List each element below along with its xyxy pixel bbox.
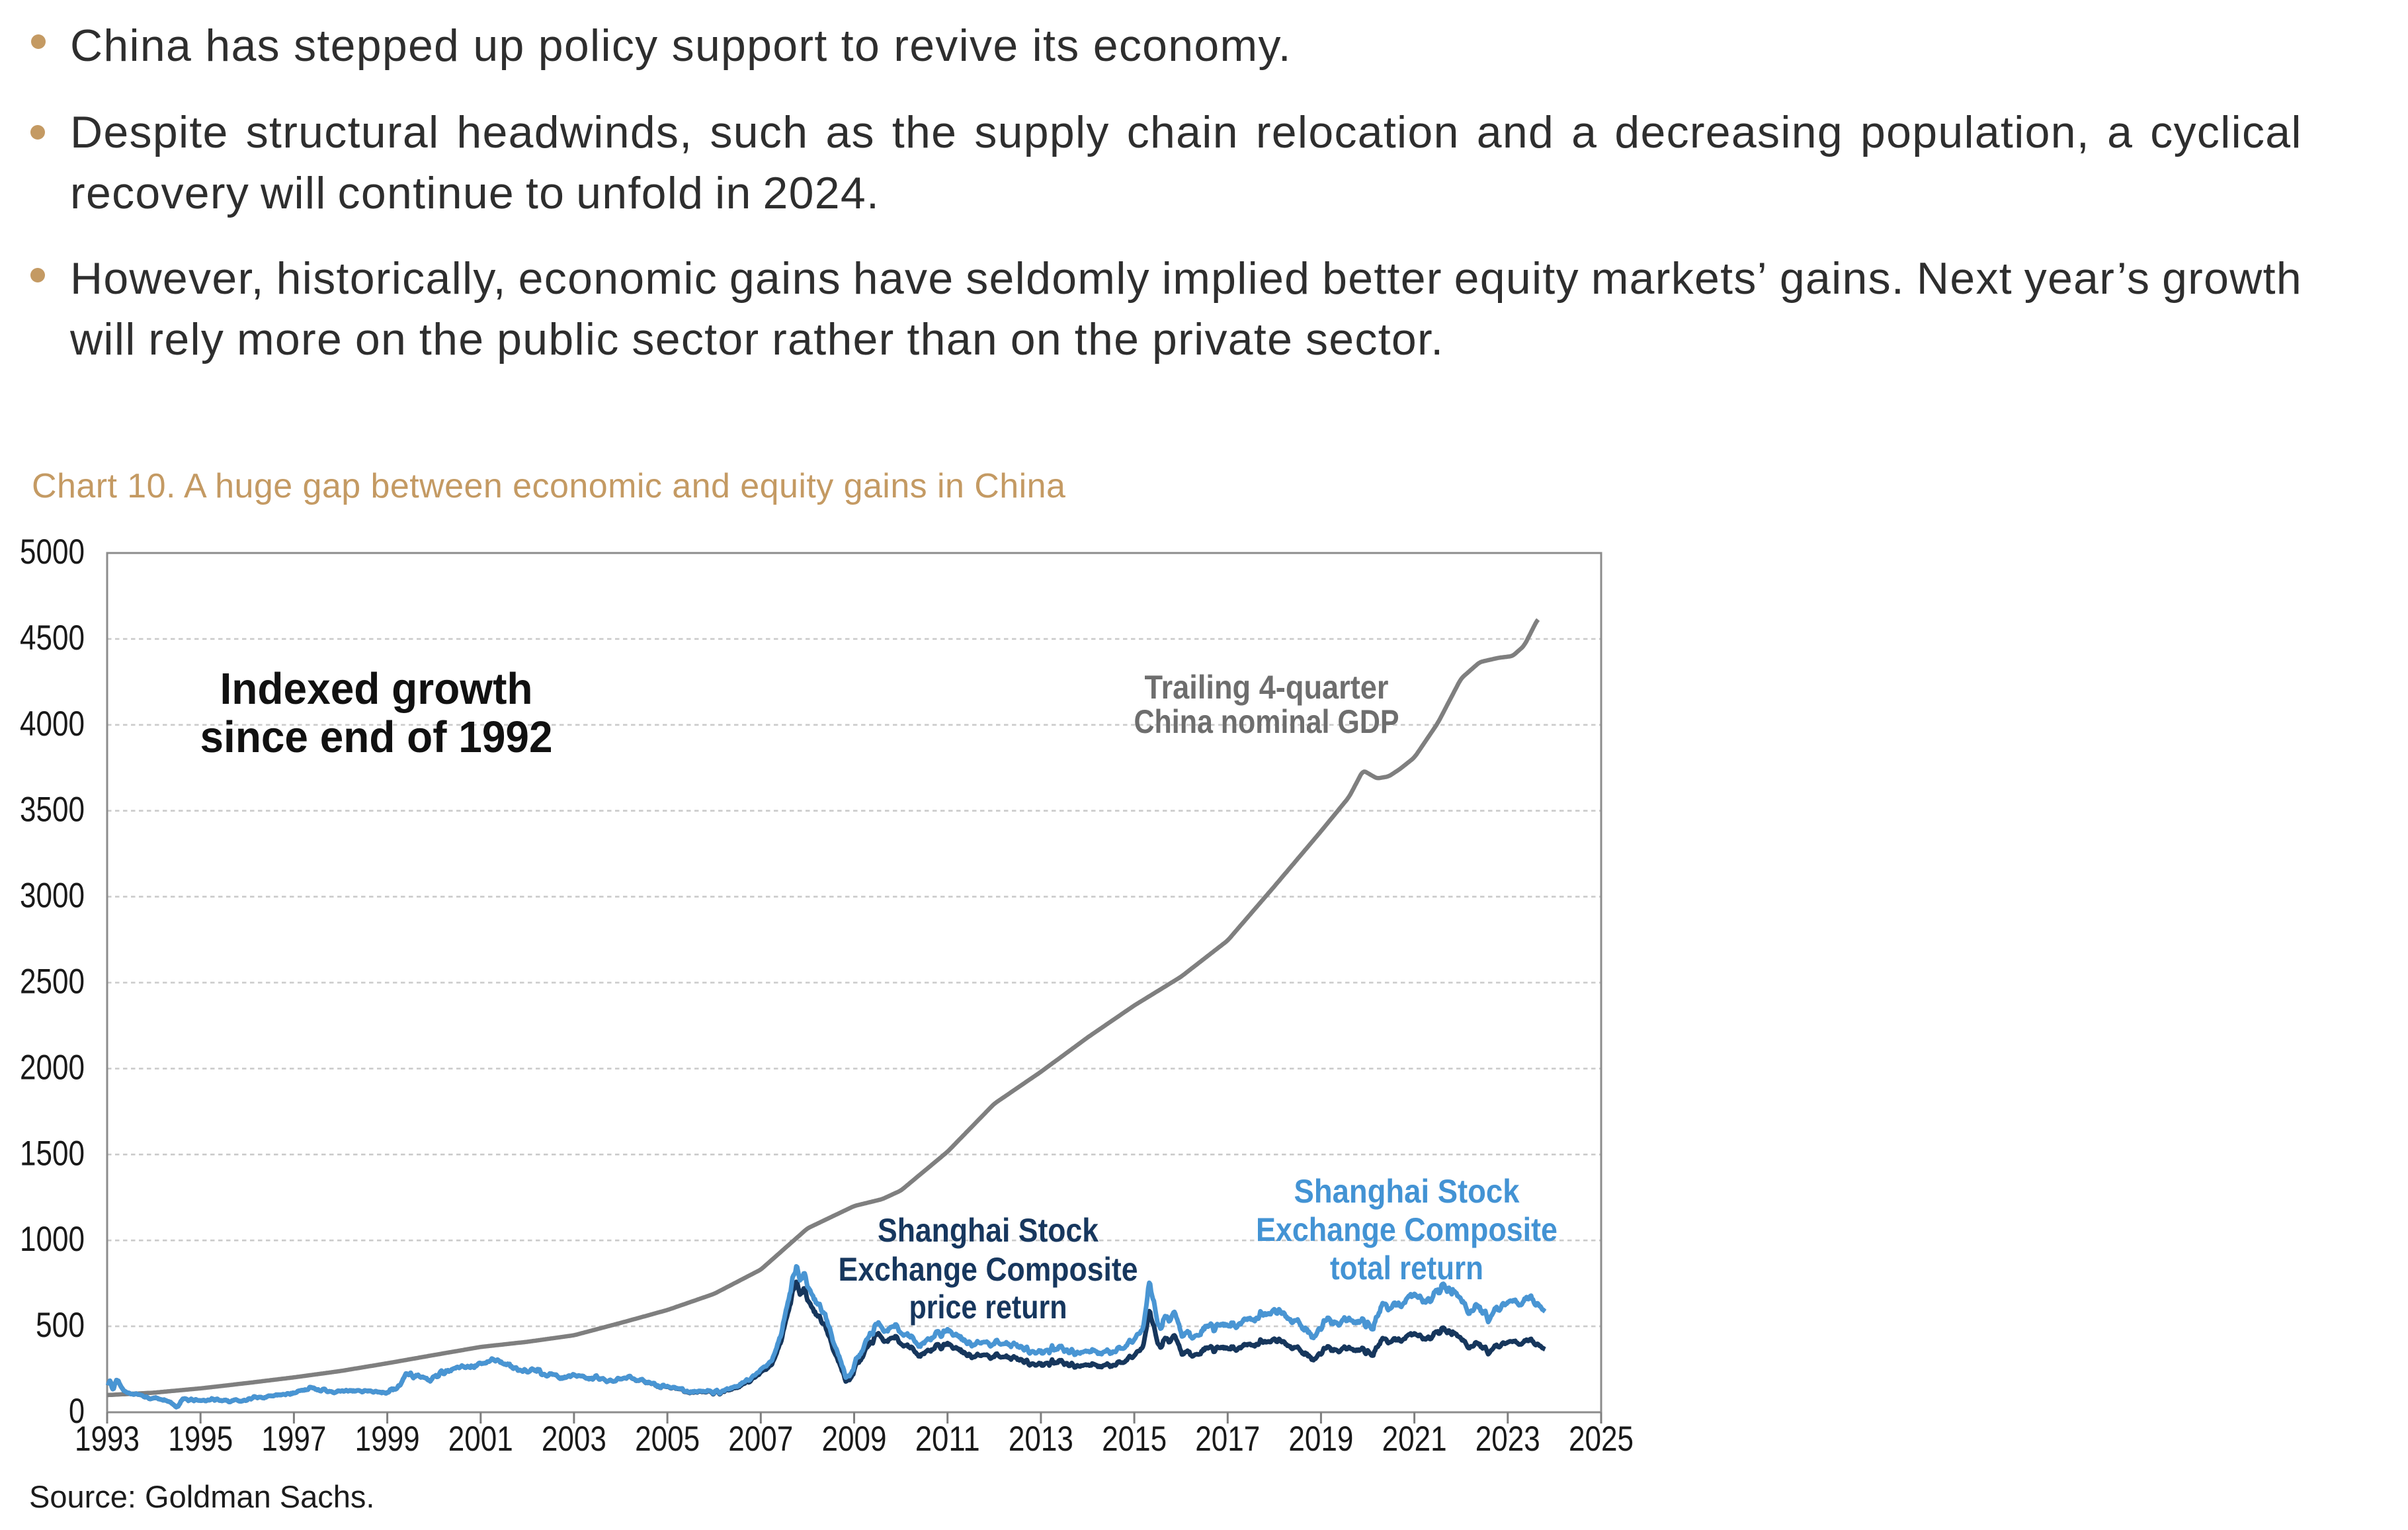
svg-text:2500: 2500 [20, 962, 85, 1001]
svg-text:1999: 1999 [355, 1420, 420, 1459]
svg-text:2000: 2000 [20, 1048, 85, 1087]
svg-text:1000: 1000 [20, 1220, 85, 1259]
svg-text:total return: total return [1330, 1250, 1483, 1287]
svg-text:2013: 2013 [1009, 1420, 1073, 1459]
svg-text:0: 0 [69, 1392, 85, 1431]
svg-text:2001: 2001 [448, 1420, 513, 1459]
svg-text:2023: 2023 [1475, 1420, 1540, 1459]
svg-text:China nominal GDP: China nominal GDP [1134, 703, 1399, 740]
svg-text:3500: 3500 [20, 790, 85, 829]
svg-text:2015: 2015 [1102, 1420, 1167, 1459]
svg-text:1997: 1997 [261, 1420, 326, 1459]
svg-text:since end of 1992: since end of 1992 [200, 712, 553, 762]
svg-text:Shanghai Stock: Shanghai Stock [1294, 1173, 1520, 1210]
svg-text:2019: 2019 [1288, 1420, 1353, 1459]
svg-text:5000: 5000 [20, 532, 85, 572]
svg-text:2009: 2009 [822, 1420, 887, 1459]
svg-text:2017: 2017 [1195, 1420, 1260, 1459]
svg-text:2003: 2003 [542, 1420, 606, 1459]
svg-text:price return: price return [909, 1289, 1067, 1326]
svg-text:4500: 4500 [20, 618, 85, 658]
svg-text:1500: 1500 [20, 1134, 85, 1173]
svg-text:2007: 2007 [728, 1420, 793, 1459]
svg-text:Indexed growth: Indexed growth [220, 664, 533, 714]
svg-text:500: 500 [36, 1306, 85, 1345]
svg-text:Exchange Composite: Exchange Composite [839, 1251, 1138, 1288]
svg-text:1993: 1993 [75, 1420, 140, 1459]
svg-text:Exchange Composite: Exchange Composite [1256, 1211, 1557, 1248]
svg-text:Shanghai Stock: Shanghai Stock [878, 1212, 1099, 1249]
svg-text:1995: 1995 [168, 1420, 233, 1459]
svg-text:2011: 2011 [915, 1420, 980, 1459]
svg-text:Trailing 4-quarter: Trailing 4-quarter [1145, 669, 1389, 706]
svg-text:2021: 2021 [1382, 1420, 1447, 1459]
svg-text:2025: 2025 [1569, 1420, 1634, 1459]
svg-text:2005: 2005 [635, 1420, 700, 1459]
svg-text:4000: 4000 [20, 704, 85, 744]
svg-text:3000: 3000 [20, 876, 85, 915]
